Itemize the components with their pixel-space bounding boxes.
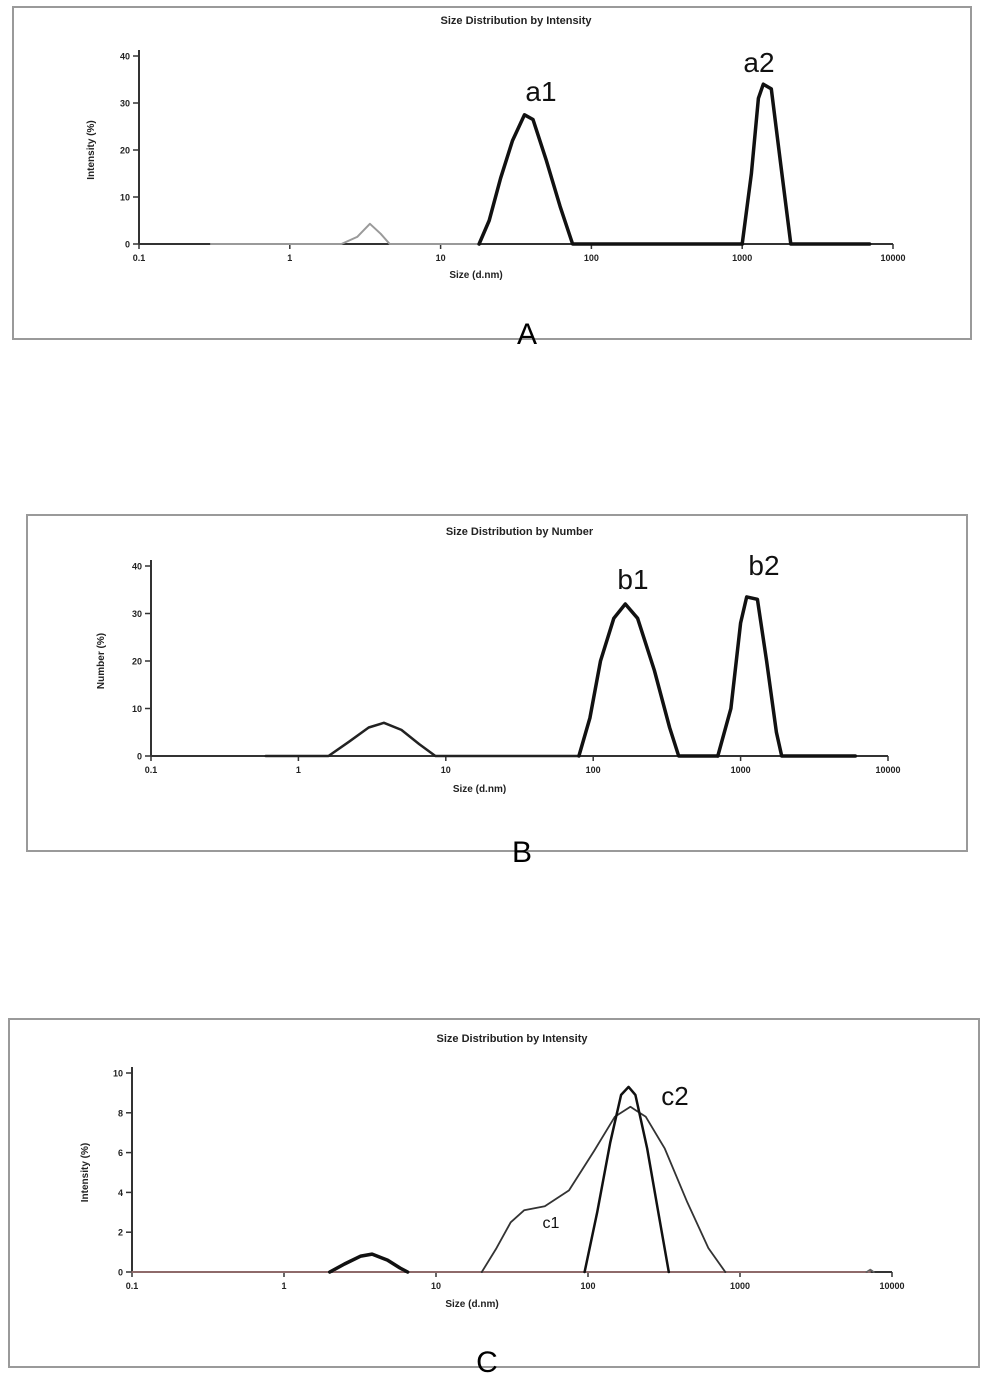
y-tick-label: 20 — [132, 657, 142, 667]
peak-label-b1: b1 — [617, 564, 648, 595]
peak-label-a1: a1 — [525, 76, 556, 107]
panel-label-b: B — [511, 836, 532, 869]
series-line-baseline-0 — [264, 721, 581, 758]
y-tick-label: 6 — [118, 1148, 123, 1158]
peak-label-c1: c1 — [543, 1215, 560, 1232]
x-tick-label: 1000 — [730, 1281, 750, 1291]
chart-title: Size Distribution by Number — [446, 526, 594, 538]
y-tick-label: 40 — [120, 52, 130, 62]
y-tick-label: 0 — [137, 752, 142, 762]
y-axis-label: Intensity (%) — [80, 1143, 91, 1202]
x-tick-label: 0.1 — [133, 253, 146, 263]
series-line-b2 — [716, 595, 858, 758]
x-tick-label: 1 — [287, 253, 292, 263]
peak-label-c2: c2 — [661, 1081, 688, 1111]
y-tick-label: 0 — [125, 240, 130, 250]
x-tick-label: 10000 — [875, 765, 900, 775]
x-tick-label: 100 — [586, 765, 601, 775]
y-tick-label: 0 — [118, 1268, 123, 1278]
y-axis-label: Intensity (%) — [86, 120, 97, 179]
y-tick-label: 2 — [118, 1228, 123, 1238]
series-line-baseline-0 — [209, 222, 481, 245]
x-tick-label: 1 — [281, 1281, 286, 1291]
series-line-baseline-1 — [328, 1252, 410, 1274]
y-tick-label: 40 — [132, 562, 142, 572]
y-tick-label: 8 — [118, 1108, 123, 1118]
x-tick-label: 10000 — [880, 253, 905, 263]
y-tick-label: 30 — [132, 609, 142, 619]
peak-label-a2: a2 — [743, 47, 774, 78]
x-tick-label: 10000 — [879, 1281, 904, 1291]
series-line-b1 — [577, 602, 720, 758]
x-tick-label: 1000 — [731, 765, 751, 775]
peak-label-b2: b2 — [748, 550, 779, 581]
x-tick-label: 100 — [584, 253, 599, 263]
x-tick-label: 10 — [441, 765, 451, 775]
y-tick-label: 30 — [120, 99, 130, 109]
series-line-c2 — [583, 1085, 671, 1274]
y-tick-label: 20 — [120, 146, 130, 156]
x-tick-label: 100 — [580, 1281, 595, 1291]
chart-panel-b-frame — [26, 514, 968, 852]
x-axis-label: Size (d.nm) — [445, 1299, 498, 1310]
y-tick-label: 10 — [113, 1069, 123, 1079]
chart-panel-c-frame — [8, 1018, 980, 1368]
x-tick-label: 1000 — [732, 253, 752, 263]
series-line-a1 — [477, 113, 744, 246]
y-tick-label: 10 — [120, 193, 130, 203]
y-tick-label: 10 — [132, 704, 142, 714]
x-tick-label: 10 — [431, 1281, 441, 1291]
y-axis-label: Number (%) — [96, 633, 107, 689]
panel-label-c: C — [476, 1346, 498, 1379]
series-line-a2 — [740, 82, 872, 246]
series-line-baseline-4 — [865, 1268, 875, 1273]
chart-title: Size Distribution by Intensity — [441, 15, 593, 27]
x-tick-label: 0.1 — [145, 765, 158, 775]
series-line-c1 — [480, 1105, 727, 1273]
panel-label-a: A — [516, 318, 537, 351]
x-tick-label: 1 — [296, 765, 301, 775]
chart-title: Size Distribution by Intensity — [437, 1033, 589, 1045]
chart-panel-a-frame — [12, 6, 972, 340]
x-tick-label: 0.1 — [126, 1281, 139, 1291]
chart-panel-a: Size Distribution by Intensity 0 10 20 30 40 0… — [86, 15, 906, 281]
x-axis-label: Size (d.nm) — [453, 784, 506, 795]
x-axis-label: Size (d.nm) — [449, 270, 502, 281]
x-tick-label: 10 — [436, 253, 446, 263]
y-tick-label: 4 — [118, 1188, 123, 1198]
chart-panel-b: Size Distribution by Number 0 10 20 30 40 0.1 1… — [96, 526, 901, 795]
